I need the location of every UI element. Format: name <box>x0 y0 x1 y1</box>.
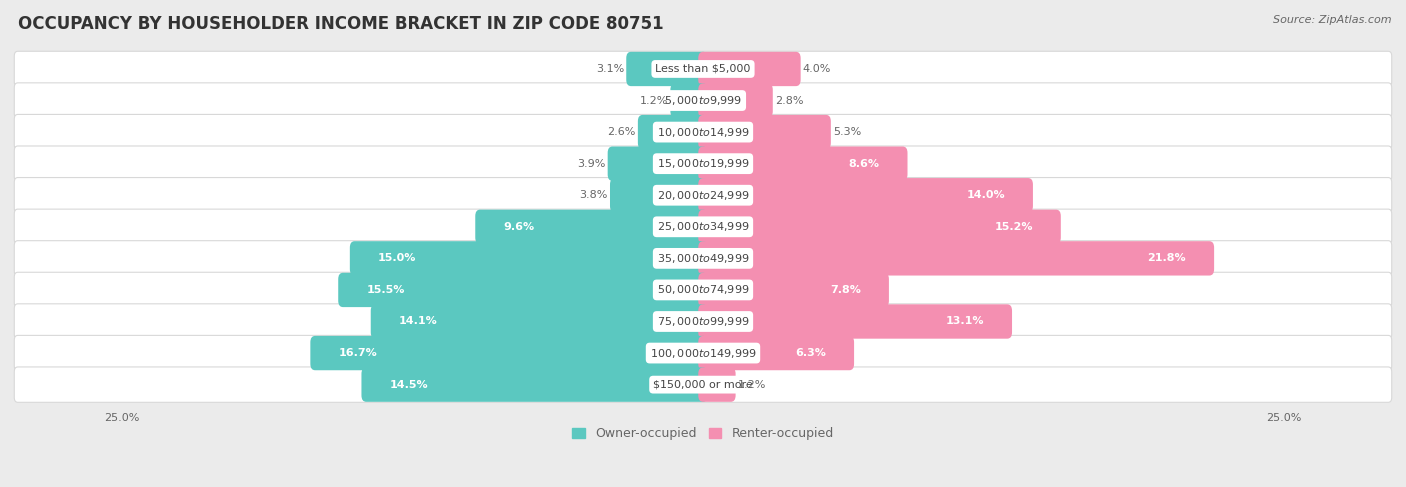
Text: 1.2%: 1.2% <box>640 95 668 106</box>
FancyBboxPatch shape <box>14 51 1392 87</box>
Text: 3.1%: 3.1% <box>596 64 624 74</box>
Legend: Owner-occupied, Renter-occupied: Owner-occupied, Renter-occupied <box>568 422 838 445</box>
FancyBboxPatch shape <box>475 209 707 244</box>
FancyBboxPatch shape <box>14 336 1392 371</box>
Text: 2.6%: 2.6% <box>607 127 636 137</box>
Text: Source: ZipAtlas.com: Source: ZipAtlas.com <box>1274 15 1392 25</box>
Text: 3.9%: 3.9% <box>576 159 606 169</box>
FancyBboxPatch shape <box>699 178 1033 212</box>
Text: 2.8%: 2.8% <box>775 95 803 106</box>
Text: 15.2%: 15.2% <box>994 222 1033 232</box>
FancyBboxPatch shape <box>610 178 707 212</box>
FancyBboxPatch shape <box>14 114 1392 150</box>
FancyBboxPatch shape <box>699 273 889 307</box>
Text: 3.8%: 3.8% <box>579 190 607 200</box>
Text: 4.0%: 4.0% <box>803 64 831 74</box>
FancyBboxPatch shape <box>14 241 1392 276</box>
FancyBboxPatch shape <box>14 146 1392 181</box>
Text: 13.1%: 13.1% <box>946 317 984 326</box>
Text: 1.2%: 1.2% <box>738 380 766 390</box>
FancyBboxPatch shape <box>607 147 707 181</box>
FancyBboxPatch shape <box>671 83 707 118</box>
Text: $5,000 to $9,999: $5,000 to $9,999 <box>664 94 742 107</box>
FancyBboxPatch shape <box>311 336 707 370</box>
FancyBboxPatch shape <box>14 178 1392 213</box>
FancyBboxPatch shape <box>699 304 1012 338</box>
FancyBboxPatch shape <box>699 147 907 181</box>
FancyBboxPatch shape <box>699 209 1060 244</box>
Text: $20,000 to $24,999: $20,000 to $24,999 <box>657 189 749 202</box>
Text: 15.5%: 15.5% <box>366 285 405 295</box>
Text: $100,000 to $149,999: $100,000 to $149,999 <box>650 347 756 359</box>
FancyBboxPatch shape <box>699 52 800 86</box>
FancyBboxPatch shape <box>14 367 1392 402</box>
Text: $150,000 or more: $150,000 or more <box>654 380 752 390</box>
FancyBboxPatch shape <box>699 83 773 118</box>
Text: Less than $5,000: Less than $5,000 <box>655 64 751 74</box>
FancyBboxPatch shape <box>14 272 1392 308</box>
Text: $75,000 to $99,999: $75,000 to $99,999 <box>657 315 749 328</box>
Text: 14.5%: 14.5% <box>389 380 427 390</box>
FancyBboxPatch shape <box>339 273 707 307</box>
Text: $25,000 to $34,999: $25,000 to $34,999 <box>657 220 749 233</box>
Text: 8.6%: 8.6% <box>849 159 880 169</box>
FancyBboxPatch shape <box>699 241 1215 276</box>
Text: 21.8%: 21.8% <box>1147 253 1187 263</box>
FancyBboxPatch shape <box>350 241 707 276</box>
Text: $15,000 to $19,999: $15,000 to $19,999 <box>657 157 749 170</box>
Text: 5.3%: 5.3% <box>834 127 862 137</box>
Text: $50,000 to $74,999: $50,000 to $74,999 <box>657 283 749 297</box>
Text: 16.7%: 16.7% <box>339 348 377 358</box>
Text: OCCUPANCY BY HOUSEHOLDER INCOME BRACKET IN ZIP CODE 80751: OCCUPANCY BY HOUSEHOLDER INCOME BRACKET … <box>18 15 664 33</box>
Text: 9.6%: 9.6% <box>503 222 534 232</box>
Text: 6.3%: 6.3% <box>796 348 827 358</box>
Text: 7.8%: 7.8% <box>830 285 860 295</box>
FancyBboxPatch shape <box>699 368 735 402</box>
FancyBboxPatch shape <box>14 209 1392 244</box>
FancyBboxPatch shape <box>14 304 1392 339</box>
FancyBboxPatch shape <box>699 115 831 150</box>
Text: 14.1%: 14.1% <box>399 317 437 326</box>
Text: $10,000 to $14,999: $10,000 to $14,999 <box>657 126 749 139</box>
FancyBboxPatch shape <box>361 368 707 402</box>
FancyBboxPatch shape <box>626 52 707 86</box>
Text: $35,000 to $49,999: $35,000 to $49,999 <box>657 252 749 265</box>
Text: 15.0%: 15.0% <box>378 253 416 263</box>
FancyBboxPatch shape <box>371 304 707 338</box>
FancyBboxPatch shape <box>14 83 1392 118</box>
FancyBboxPatch shape <box>699 336 853 370</box>
FancyBboxPatch shape <box>638 115 707 150</box>
Text: 14.0%: 14.0% <box>966 190 1005 200</box>
